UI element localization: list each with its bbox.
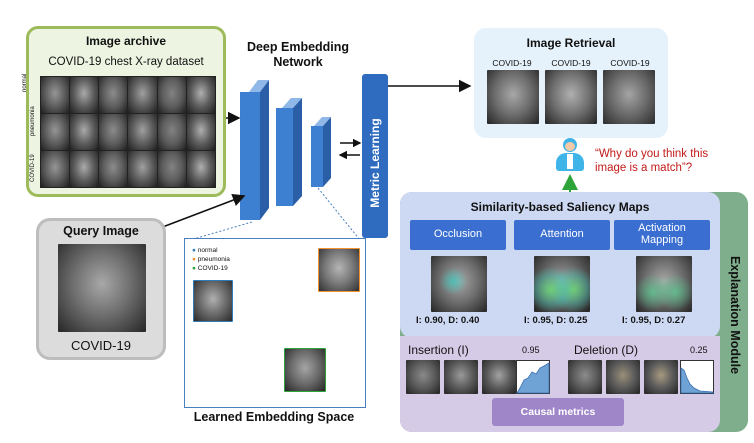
archive-title: Image archive (85, 34, 167, 48)
occlusion-label: Occlusion (433, 228, 483, 241)
insertion-step-image (444, 360, 478, 394)
attention-label: Attention (540, 228, 584, 241)
saliency-title: Similarity-based Saliency Maps (470, 200, 650, 214)
projection-line-right (317, 187, 361, 241)
archive-xray-thumb (187, 113, 216, 151)
archive-xray-thumb (40, 113, 69, 151)
archive-xray-thumb (40, 76, 69, 113)
explanation-module-label: Explanation Module (728, 255, 742, 375)
row-label-normal: normal (22, 73, 28, 92)
question-line1: “Why do you think this (595, 148, 709, 160)
occlusion-score: I: 0.90, D: 0.40 (416, 315, 480, 326)
deletion-curve (680, 360, 714, 394)
attention-button[interactable]: Attention (514, 220, 610, 250)
occlusion-map-image (431, 256, 487, 312)
occlusion-button[interactable]: Occlusion (410, 220, 506, 250)
network-block-2 (276, 98, 302, 206)
legend-covid: COVID-19 (197, 265, 228, 272)
metric-learning-bar (362, 74, 388, 238)
archive-grid (40, 76, 216, 188)
archive-xray-thumb (157, 151, 186, 188)
archive-xray-thumb (99, 151, 128, 188)
archive-xray-thumb (187, 76, 216, 113)
retrieval-image-2 (545, 70, 597, 124)
activation-mapping-button[interactable]: Activation Mapping (614, 220, 710, 250)
query-arrow (159, 194, 246, 229)
activation-label-line1: Activation (638, 222, 686, 235)
activation-score: I: 0.95, D: 0.27 (622, 315, 686, 326)
deletion-step-image (644, 360, 678, 394)
archive-xray-thumb (99, 113, 128, 151)
row-label-pneumonia: pneumonia (30, 106, 36, 136)
deletion-step-image (568, 360, 602, 394)
metric-learning-label: Metric Learning (368, 118, 382, 208)
insertion-label: Insertion (I) (408, 343, 469, 357)
attention-map-image (534, 256, 590, 312)
query-label: COVID-19 (71, 338, 131, 353)
archive-subtitle: COVID-19 chest X-ray dataset (48, 56, 204, 68)
retrieval-label-1: COVID-19 (492, 58, 532, 68)
insertion-curve (516, 360, 550, 394)
archive-xray-thumb (157, 76, 186, 113)
archive-xray-thumb (69, 151, 99, 188)
query-title: Query Image (63, 224, 139, 238)
deletion-value: 0.25 (690, 345, 708, 355)
network-block-1 (240, 80, 269, 220)
projection-line-left (189, 221, 253, 241)
archive-xray-thumb (99, 76, 128, 113)
activation-label-line2: Mapping (640, 234, 684, 246)
embedding-thumb-covid (284, 348, 326, 392)
query-xray-image (58, 244, 146, 332)
embedding-thumb-normal (193, 280, 233, 322)
archive-xray-thumb (40, 151, 69, 188)
question-line2: image is a match”? (595, 162, 693, 174)
insertion-step-image (482, 360, 516, 394)
row-label-covid: COVID-19 (30, 154, 36, 182)
activation-map-image (636, 256, 692, 312)
network-block-3 (311, 117, 331, 187)
attention-score: I: 0.95, D: 0.25 (524, 315, 588, 326)
causal-metrics-label: Causal metrics (520, 406, 596, 418)
archive-xray-thumb (128, 76, 157, 113)
embedding-title: Learned Embedding Space (193, 410, 355, 424)
archive-xray-thumb (157, 113, 186, 151)
archive-xray-thumb (69, 76, 99, 113)
deletion-step-image (606, 360, 640, 394)
archive-xray-thumb (128, 151, 157, 188)
archive-xray-thumb (69, 113, 99, 151)
insertion-value: 0.95 (522, 345, 540, 355)
doctor-icon (552, 136, 588, 172)
retrieval-image-3 (603, 70, 655, 124)
embedding-legend: ● normal ● pneumonia ● COVID-19 (192, 247, 230, 272)
retrieval-title: Image Retrieval (526, 36, 616, 50)
retrieval-image-1 (487, 70, 539, 124)
causal-metrics-button[interactable]: Causal metrics (492, 398, 624, 426)
insertion-step-image (406, 360, 440, 394)
embedding-thumb-pneumonia (318, 248, 360, 292)
retrieval-label-2: COVID-19 (551, 58, 591, 68)
legend-pneumonia: pneumonia (197, 256, 230, 263)
archive-xray-thumb (128, 113, 157, 151)
deletion-label: Deletion (D) (574, 343, 639, 357)
legend-normal: normal (197, 247, 218, 254)
network-title-line1: Deep Embedding (246, 40, 350, 54)
archive-xray-thumb (187, 151, 216, 188)
network-title-line2: Network (273, 55, 323, 69)
retrieval-label-3: COVID-19 (610, 58, 650, 68)
